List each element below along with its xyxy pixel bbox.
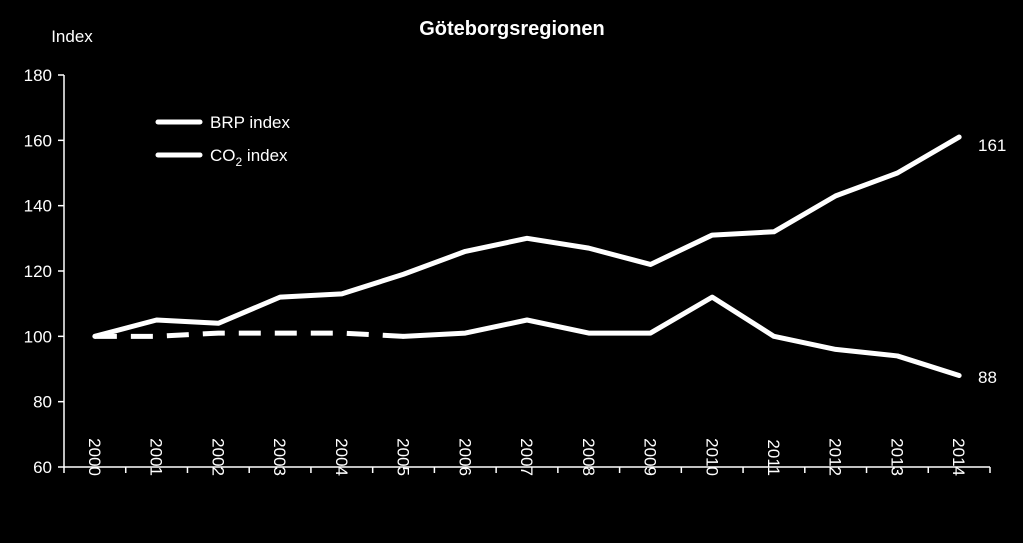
y-tick-label: 120 xyxy=(24,262,52,281)
legend-label-co2-main: CO xyxy=(210,146,236,165)
y-axis: 60 80 100 120 140 160 180 xyxy=(24,66,65,477)
y-tick-label: 140 xyxy=(24,197,52,216)
x-tick-label: 2009 xyxy=(641,438,660,476)
y-tick-label: 180 xyxy=(24,66,52,85)
y-axis-label: Index xyxy=(51,27,93,46)
x-axis: 2000 2001 2002 2003 2004 2005 2006 2007 2008 2009… xyxy=(63,438,991,476)
x-tick-label: 2001 xyxy=(147,438,166,476)
legend-item-co2: CO2 index xyxy=(155,146,288,169)
x-tick-label: 2004 xyxy=(332,438,351,476)
end-label-brp: 161 xyxy=(978,136,1006,155)
x-tick-label: 2012 xyxy=(826,438,845,476)
chart-title: Göteborgsregionen xyxy=(419,18,605,40)
legend-label-brp: BRP index xyxy=(210,113,291,132)
y-tick-label: 60 xyxy=(33,458,52,477)
series-line-brp xyxy=(92,134,962,339)
end-label-co2: 88 xyxy=(978,368,997,387)
series-line-co2 xyxy=(401,294,962,379)
x-tick-label: 2005 xyxy=(394,438,413,476)
x-tick-label: 2007 xyxy=(517,438,536,476)
x-tick-label: 2010 xyxy=(702,438,721,476)
x-tick-label: 2000 xyxy=(85,438,104,476)
y-tick-label: 100 xyxy=(24,327,52,346)
x-tick-label: 2011 xyxy=(764,439,783,476)
y-tick-label: 160 xyxy=(24,131,52,150)
x-tick-label: 2006 xyxy=(455,438,474,476)
x-tick-label: 2003 xyxy=(270,438,289,476)
legend-item-brp: BRP index xyxy=(155,113,291,132)
x-tick-label: 2008 xyxy=(579,438,598,476)
y-tick-label: 80 xyxy=(33,393,52,412)
x-tick-label: 2014 xyxy=(949,438,968,476)
series-line-co2-dashed xyxy=(94,330,404,339)
x-tick-label: 2002 xyxy=(208,438,227,476)
legend-label-co2-rest: index xyxy=(242,146,288,165)
legend-label-co2-sub: 2 xyxy=(236,155,243,169)
legend: BRP index CO2 index xyxy=(155,113,291,169)
x-tick-label: 2013 xyxy=(887,438,906,476)
legend-label-co2: CO2 index xyxy=(210,146,288,169)
